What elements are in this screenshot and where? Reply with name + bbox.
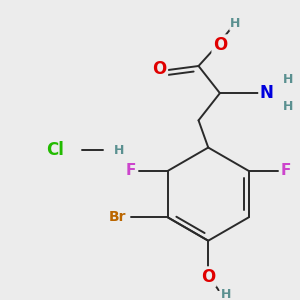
- Text: Cl: Cl: [46, 141, 64, 159]
- Text: H: H: [220, 288, 231, 300]
- Text: H: H: [283, 100, 293, 113]
- Text: Br: Br: [109, 210, 126, 224]
- Text: N: N: [260, 84, 273, 102]
- Text: F: F: [126, 163, 136, 178]
- Text: O: O: [213, 36, 227, 54]
- Text: O: O: [201, 268, 215, 286]
- Text: H: H: [230, 17, 241, 30]
- Text: F: F: [280, 163, 291, 178]
- Text: H: H: [114, 144, 124, 157]
- Text: H: H: [283, 73, 293, 86]
- Text: O: O: [153, 60, 167, 78]
